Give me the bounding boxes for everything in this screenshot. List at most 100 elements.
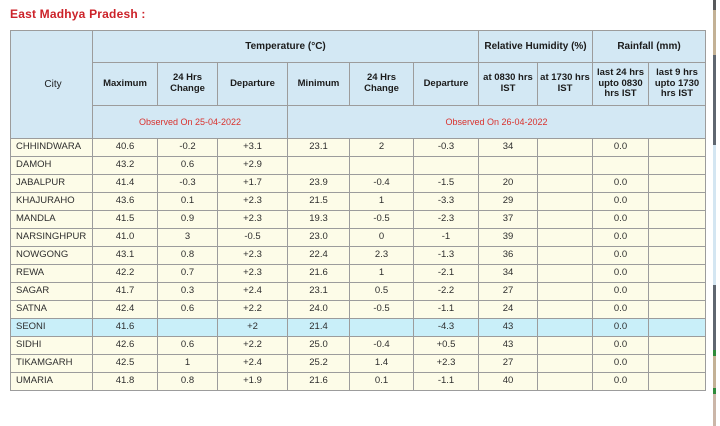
value-cell: 1 bbox=[349, 264, 414, 283]
value-cell: -0.4 bbox=[349, 174, 414, 193]
value-cell: 0.3 bbox=[157, 282, 218, 301]
value-cell: 0.6 bbox=[157, 300, 218, 319]
scrollbar-segment bbox=[713, 10, 716, 55]
value-cell: 0.9 bbox=[157, 210, 218, 229]
scrollbar-segment bbox=[713, 394, 716, 426]
observed-date-left: Observed On 25-04-2022 bbox=[92, 105, 288, 139]
value-cell bbox=[592, 156, 649, 175]
value-cell: 0.0 bbox=[592, 210, 649, 229]
value-cell: 23.9 bbox=[287, 174, 350, 193]
table-row: CHHINDWARA 40.6 -0.2 +3.1 23.1 2 -0.3 34 0.0 bbox=[10, 138, 706, 157]
value-cell: 42.6 bbox=[92, 336, 158, 355]
value-cell: 0.0 bbox=[592, 264, 649, 283]
table-row: SIDHI 42.6 0.6 +2.2 25.0 -0.4 +0.5 43 0.0 bbox=[10, 336, 706, 355]
value-cell: -2.1 bbox=[413, 264, 479, 283]
column-header-row: Maximum 24 Hrs Change Departure Minimum … bbox=[11, 62, 706, 106]
col-header-rain-last9: last 9 hrs upto 1730 hrs IST bbox=[648, 62, 706, 106]
value-cell bbox=[478, 156, 538, 175]
value-cell: 0.0 bbox=[592, 138, 649, 157]
city-cell: MANDLA bbox=[10, 210, 93, 229]
page-scrollbar[interactable] bbox=[713, 0, 716, 426]
value-cell: 0.0 bbox=[592, 372, 649, 391]
weather-observations-table: City Temperature (°C) Relative Humidity … bbox=[10, 30, 706, 391]
city-cell: SEONI bbox=[10, 318, 93, 337]
value-cell: 1 bbox=[349, 192, 414, 211]
value-cell: 22.4 bbox=[287, 246, 350, 265]
scrollbar-segment bbox=[713, 388, 716, 394]
value-cell bbox=[537, 174, 593, 193]
table-row: SAGAR 41.7 0.3 +2.4 23.1 0.5 -2.2 27 0.0 bbox=[10, 282, 706, 301]
scrollbar-segment bbox=[713, 356, 716, 388]
col-header-rain-last24: last 24 hrs upto 0830 hrs IST bbox=[592, 62, 649, 106]
value-cell bbox=[648, 372, 706, 391]
col-header-rh-0830: at 0830 hrs IST bbox=[478, 62, 538, 106]
value-cell: +2.3 bbox=[217, 192, 288, 211]
value-cell bbox=[537, 300, 593, 319]
value-cell bbox=[537, 156, 593, 175]
value-cell: +2.3 bbox=[413, 354, 479, 373]
value-cell bbox=[287, 156, 350, 175]
value-cell: 0.0 bbox=[592, 174, 649, 193]
value-cell: 1 bbox=[157, 354, 218, 373]
value-cell: 42.5 bbox=[92, 354, 158, 373]
value-cell: 0.6 bbox=[157, 336, 218, 355]
value-cell: 1.4 bbox=[349, 354, 414, 373]
value-cell: -2.2 bbox=[413, 282, 479, 301]
scrollbar-segment bbox=[713, 145, 716, 285]
value-cell bbox=[537, 354, 593, 373]
col-header-maximum: Maximum bbox=[92, 62, 158, 106]
value-cell: 2 bbox=[349, 138, 414, 157]
value-cell: 0.0 bbox=[592, 318, 649, 337]
col-header-max-24h-change: 24 Hrs Change bbox=[157, 62, 218, 106]
value-cell bbox=[648, 318, 706, 337]
value-cell: 41.5 bbox=[92, 210, 158, 229]
value-cell bbox=[648, 210, 706, 229]
value-cell: +2.9 bbox=[217, 156, 288, 175]
value-cell: 21.6 bbox=[287, 372, 350, 391]
value-cell: -1 bbox=[413, 228, 479, 247]
value-cell: 0.1 bbox=[157, 192, 218, 211]
value-cell: -1.1 bbox=[413, 300, 479, 319]
city-column-header: City bbox=[10, 30, 93, 139]
value-cell: 0.0 bbox=[592, 228, 649, 247]
value-cell bbox=[648, 246, 706, 265]
value-cell: 21.4 bbox=[287, 318, 350, 337]
table-row: SEONI 41.6 +2 21.4 -4.3 43 0.0 bbox=[10, 318, 706, 337]
city-cell: SATNA bbox=[10, 300, 93, 319]
value-cell: 43.1 bbox=[92, 246, 158, 265]
value-cell bbox=[537, 192, 593, 211]
value-cell: 41.4 bbox=[92, 174, 158, 193]
value-cell: +2.4 bbox=[217, 282, 288, 301]
value-cell bbox=[648, 192, 706, 211]
value-cell bbox=[648, 156, 706, 175]
table-row: UMARIA 41.8 0.8 +1.9 21.6 0.1 -1.1 40 0.0 bbox=[10, 372, 706, 391]
table-row: MANDLA 41.5 0.9 +2.3 19.3 -0.5 -2.3 37 0.0 bbox=[10, 210, 706, 229]
col-header-minimum: Minimum bbox=[287, 62, 350, 106]
value-cell: 21.5 bbox=[287, 192, 350, 211]
city-cell: DAMOH bbox=[10, 156, 93, 175]
value-cell bbox=[648, 336, 706, 355]
value-cell bbox=[537, 138, 593, 157]
value-cell: 0.0 bbox=[592, 192, 649, 211]
value-cell: 0 bbox=[349, 228, 414, 247]
value-cell: 43 bbox=[478, 318, 538, 337]
col-header-max-departure: Departure bbox=[217, 62, 288, 106]
value-cell: 36 bbox=[478, 246, 538, 265]
value-cell: 41.8 bbox=[92, 372, 158, 391]
value-cell: 0.0 bbox=[592, 282, 649, 301]
value-cell: -0.5 bbox=[349, 300, 414, 319]
table-body: CHHINDWARA 40.6 -0.2 +3.1 23.1 2 -0.3 34 0.0 DAMO… bbox=[10, 138, 706, 391]
table-row: TIKAMGARH 42.5 1 +2.4 25.2 1.4 +2.3 27 0.0 bbox=[10, 354, 706, 373]
value-cell: 42.2 bbox=[92, 264, 158, 283]
value-cell: 34 bbox=[478, 264, 538, 283]
humidity-group-header: Relative Humidity (%) bbox=[478, 30, 593, 63]
city-cell: SAGAR bbox=[10, 282, 93, 301]
value-cell bbox=[537, 282, 593, 301]
value-cell bbox=[648, 300, 706, 319]
value-cell: 43.2 bbox=[92, 156, 158, 175]
value-cell: 42.4 bbox=[92, 300, 158, 319]
col-header-min-24h-change: 24 Hrs Change bbox=[349, 62, 414, 106]
value-cell: +2.2 bbox=[217, 336, 288, 355]
value-cell: 41.6 bbox=[92, 318, 158, 337]
city-cell: REWA bbox=[10, 264, 93, 283]
